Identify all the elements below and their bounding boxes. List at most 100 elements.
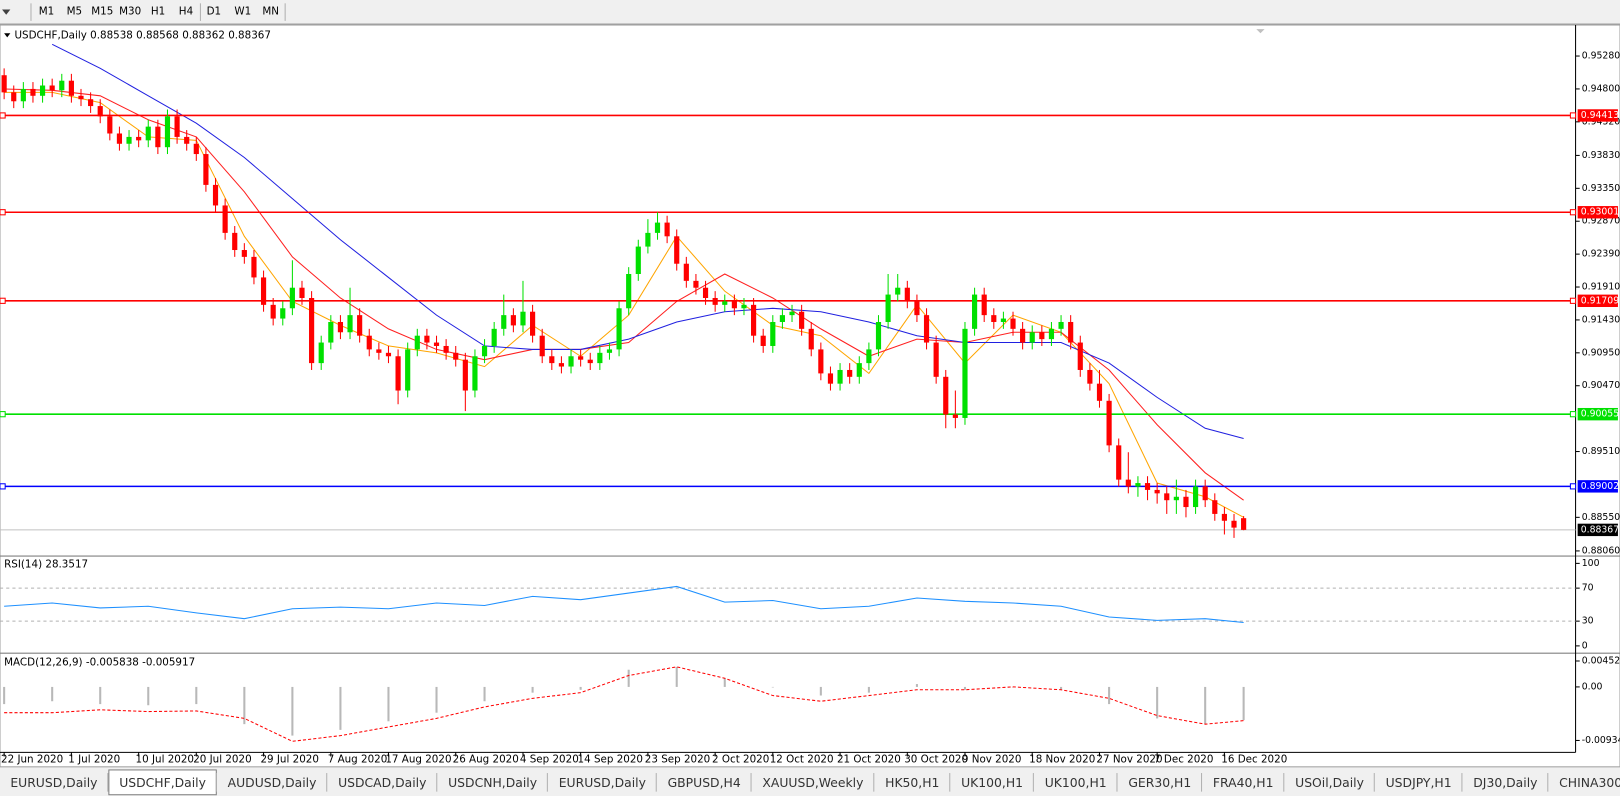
candle-body (866, 349, 872, 364)
chart-header: USDCHF,Daily 0.88538 0.88568 0.88362 0.8… (14, 29, 270, 41)
candle-body (895, 287, 901, 295)
x-tick-label: 14 Sep 2020 (578, 754, 643, 766)
crosshair-tool[interactable] (2, 9, 11, 15)
tab-label[interactable]: UK100,H1 (961, 775, 1023, 790)
timeframe-button[interactable]: D1 (207, 6, 222, 18)
level-label: 0.89002 (1581, 481, 1619, 492)
y-tick-label: 0.90950 (1582, 347, 1620, 358)
candle-body (606, 349, 613, 353)
tab[interactable] (0, 769, 108, 795)
level-anchor (0, 112, 6, 119)
tab-label[interactable]: USOil,Daily (1295, 775, 1364, 790)
tab-label[interactable]: FRA40,H1 (1213, 775, 1274, 790)
candle-body (20, 88, 26, 102)
tab[interactable] (1284, 769, 1375, 795)
candle-body (1183, 496, 1189, 508)
tab-label[interactable]: HK50,H1 (885, 775, 939, 790)
timeframe-button[interactable]: M1 (39, 6, 54, 18)
tab-label[interactable]: AUDUSD,Daily (228, 775, 317, 790)
moving-average-line (4, 91, 1244, 518)
candle-body (1058, 321, 1064, 329)
tab[interactable] (1202, 769, 1284, 795)
y-tick-label: 0.92390 (1582, 249, 1620, 260)
tab[interactable] (1462, 769, 1548, 795)
candle-body (683, 263, 689, 281)
level-anchor (0, 209, 6, 216)
tab[interactable] (548, 769, 657, 795)
candle-body (1154, 489, 1160, 494)
tab[interactable] (1118, 769, 1202, 795)
macd-histogram-bar (387, 686, 390, 722)
tab-label[interactable]: CHINA300,H1 (1559, 775, 1620, 790)
tab[interactable] (1034, 769, 1117, 795)
tab-label[interactable]: GER30,H1 (1128, 775, 1191, 790)
tab[interactable] (874, 769, 950, 795)
tab-label[interactable]: EURUSD,Daily (10, 775, 97, 790)
macd-histogram-bar (435, 686, 438, 713)
macd-histogram-bar (99, 686, 102, 705)
candle-body (59, 80, 65, 91)
candle-body (799, 311, 805, 329)
timeframe-button[interactable]: MN (262, 6, 279, 18)
tab-label[interactable]: XAUUSD,Weekly (762, 775, 863, 790)
tab-label[interactable]: USDCNH,Daily (448, 775, 537, 790)
candle-body (1077, 342, 1083, 370)
tab-label[interactable]: UK100,H1 (1045, 775, 1107, 790)
tab-label[interactable]: EURUSD,Daily (559, 775, 646, 790)
candle-body (751, 304, 757, 336)
candle-body (357, 315, 363, 336)
timeframe-button[interactable]: H4 (179, 6, 193, 18)
tab[interactable] (950, 769, 1034, 795)
rsi-title: RSI(14) 28.3517 (4, 558, 88, 570)
candle-body (539, 335, 545, 357)
tab[interactable] (437, 769, 548, 795)
timeframe-button[interactable]: M15 (91, 6, 113, 18)
tab[interactable] (657, 769, 752, 795)
candle-body (1125, 479, 1131, 487)
y-tick-label: 0.91430 (1582, 314, 1620, 325)
candle-body (626, 274, 632, 309)
timeframe-button[interactable]: M30 (119, 6, 141, 18)
tab-label[interactable]: USDCHF,Daily (119, 775, 206, 790)
tab-label[interactable]: DJ30,Daily (1473, 775, 1537, 790)
symbol-menu-arrow[interactable] (4, 33, 11, 38)
timeframe-button[interactable]: M5 (67, 6, 82, 18)
candle-body (222, 205, 228, 233)
active-tab[interactable] (108, 769, 217, 796)
timeframe-button[interactable]: H1 (151, 6, 165, 18)
tab-label[interactable]: USDJPY,H1 (1386, 775, 1452, 790)
candle-body (203, 154, 209, 185)
tab-label[interactable]: GBPUSD,H4 (668, 775, 741, 790)
ohlc-value: 0.88362 (182, 29, 225, 41)
candle-body (616, 308, 622, 350)
macd-histogram-bar (627, 669, 630, 687)
tab[interactable] (327, 769, 437, 795)
level-anchor (0, 411, 6, 418)
candle-body (1000, 318, 1006, 322)
candle-body (88, 99, 94, 107)
macd-histogram-bar (3, 686, 6, 705)
candle-body (875, 321, 882, 350)
candle-body (107, 116, 113, 134)
x-tick-label: 17 Aug 2020 (385, 754, 451, 766)
candle-body (126, 136, 132, 144)
level-anchor (0, 297, 6, 304)
candle-body (1221, 513, 1227, 521)
tab[interactable] (1375, 769, 1462, 795)
macd-histogram-bar (579, 686, 582, 690)
candle-body (972, 294, 978, 329)
candle-body (328, 321, 334, 343)
tab[interactable] (1548, 769, 1620, 795)
tab[interactable] (752, 769, 874, 795)
candle-body (712, 297, 718, 305)
candle-body (847, 369, 853, 377)
tab[interactable] (217, 769, 327, 795)
level-label-bg (1577, 480, 1618, 493)
tab-label[interactable]: USDCAD,Daily (338, 775, 426, 790)
candle-body (789, 311, 795, 316)
macd-histogram-bar (1108, 686, 1111, 705)
candle-body (827, 373, 834, 384)
candle-body (664, 222, 670, 237)
timeframe-button[interactable]: W1 (234, 6, 251, 18)
level-label: 0.94413 (1581, 110, 1619, 121)
